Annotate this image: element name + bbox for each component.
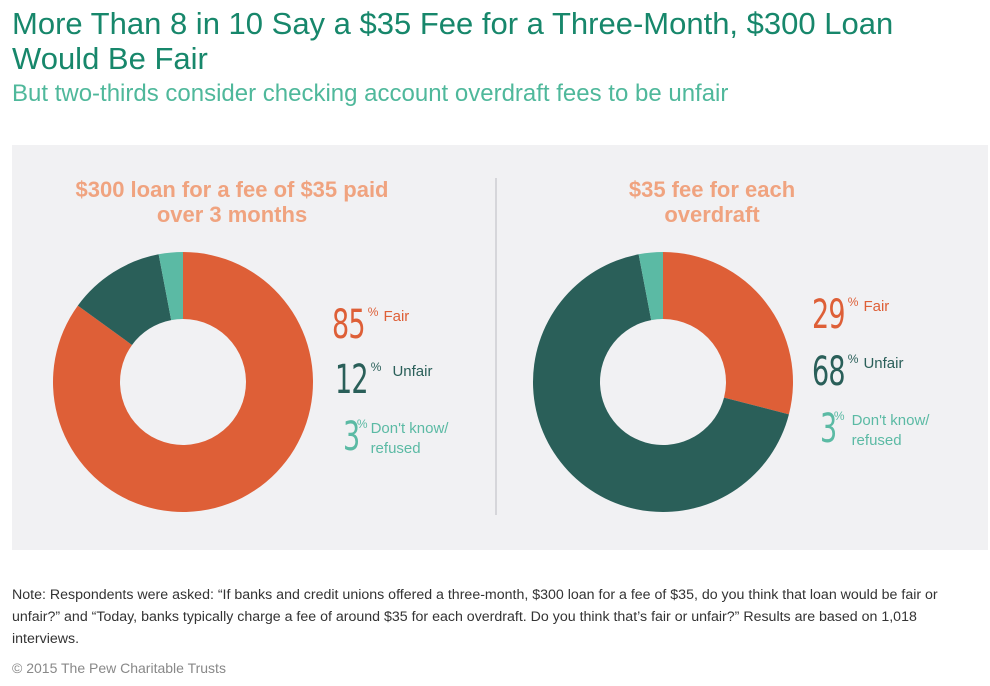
- right-legend-unfair: 68% Unfair: [812, 349, 904, 395]
- right-legend-dk: 3% Don't know/refused: [820, 406, 930, 452]
- chart-subtitle: But two-thirds consider checking account…: [12, 80, 729, 107]
- copyright: © 2015 The Pew Charitable Trusts: [12, 660, 226, 676]
- slice-unfair: [533, 254, 789, 512]
- right-chart-title: $35 fee for each overdraft: [628, 177, 796, 227]
- right-legend-fair: 29% Fair: [812, 292, 890, 338]
- left-legend-fair: 85% Fair: [332, 302, 410, 348]
- chart-panel: $300 loan for a fee of $35 paid over 3 m…: [12, 145, 988, 550]
- left-legend-unfair: 12% Unfair: [335, 357, 433, 403]
- value: 85: [332, 302, 366, 348]
- left-chart-title: $300 loan for a fee of $35 paid over 3 m…: [75, 177, 389, 227]
- slice-dont-know: [158, 252, 183, 321]
- divider: [495, 178, 497, 515]
- left-donut: [52, 252, 313, 512]
- chart-title: More Than 8 in 10 Say a $35 Fee for a Th…: [12, 6, 894, 76]
- left-legend-dk: 3% Don't know/refused: [343, 414, 449, 460]
- slice-unfair: [77, 254, 172, 345]
- slice-dont-know: [638, 252, 663, 321]
- note: Note: Respondents were asked: “If banks …: [12, 587, 938, 647]
- slice-fair: [663, 252, 793, 415]
- right-donut: [533, 252, 793, 512]
- slice-fair: [52, 252, 313, 512]
